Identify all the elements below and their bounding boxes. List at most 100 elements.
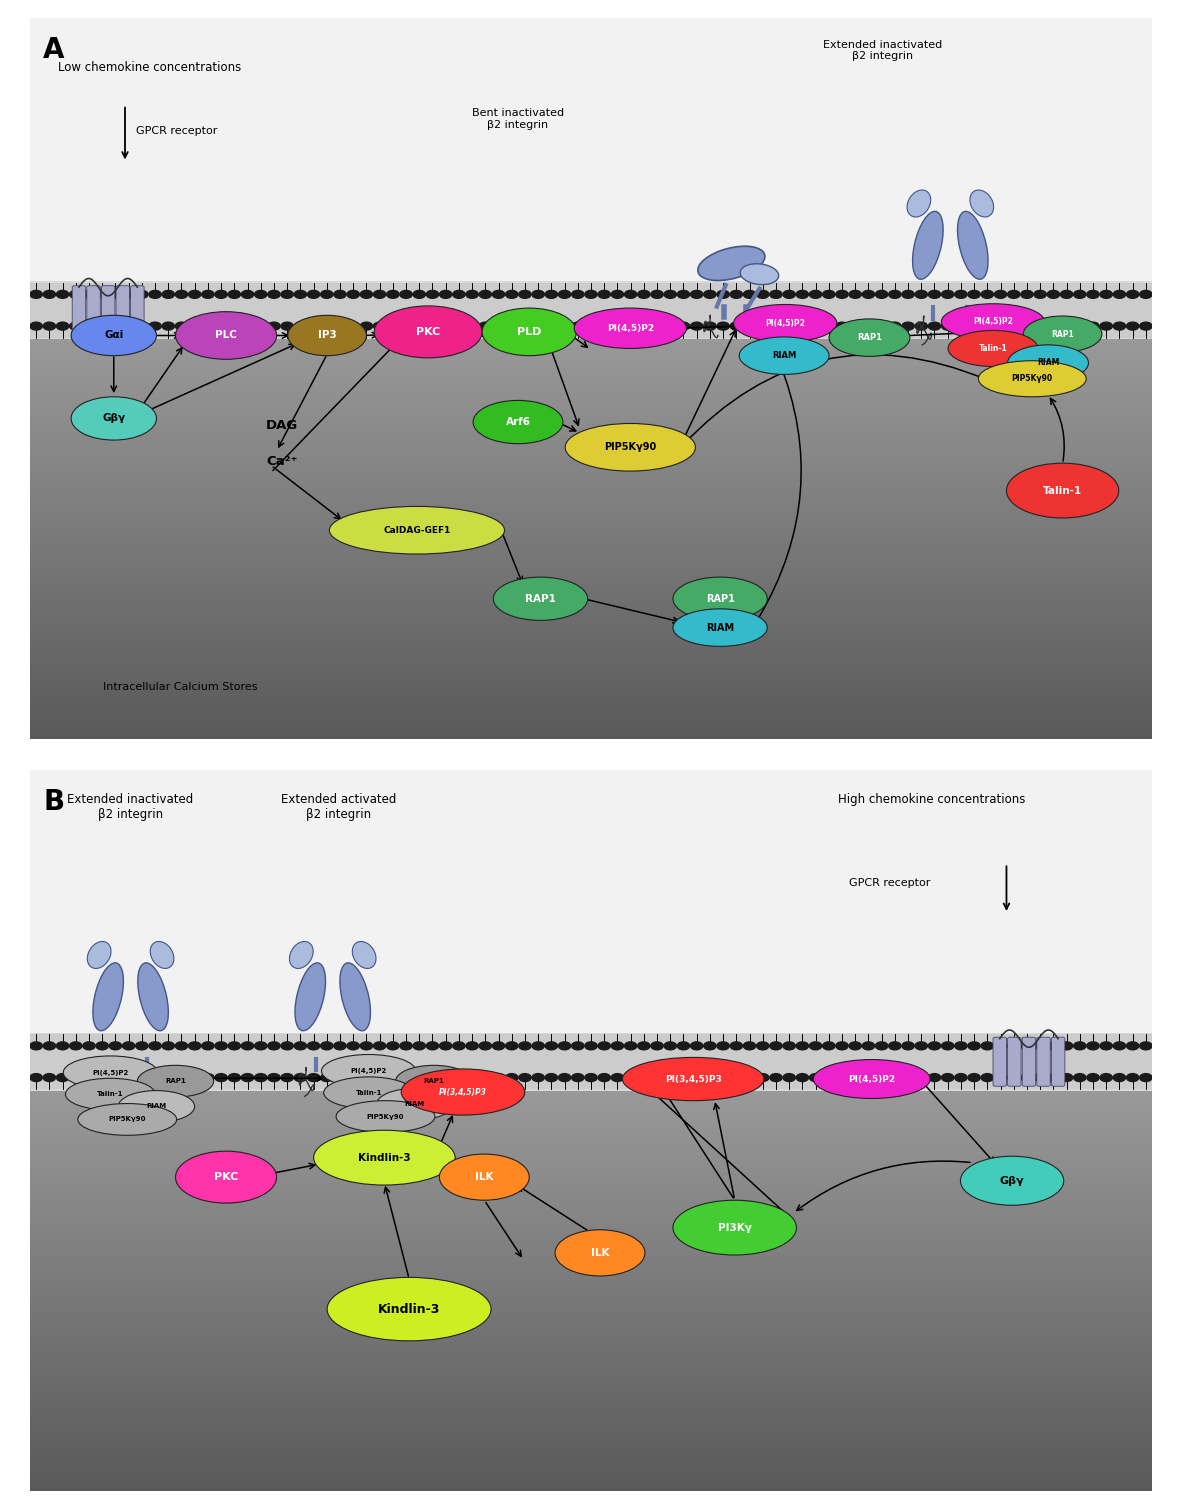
Bar — [30, 1320, 1152, 1323]
Circle shape — [1113, 1073, 1125, 1082]
Ellipse shape — [482, 308, 577, 356]
Bar — [30, 513, 1152, 515]
Bar — [30, 406, 1152, 409]
Circle shape — [30, 1041, 43, 1050]
Circle shape — [664, 1041, 676, 1050]
Circle shape — [1021, 321, 1033, 330]
Bar — [30, 1459, 1152, 1462]
Circle shape — [96, 290, 109, 299]
Circle shape — [30, 290, 43, 299]
Ellipse shape — [829, 318, 910, 356]
Circle shape — [545, 1041, 558, 1050]
Bar — [30, 1174, 1152, 1176]
Circle shape — [1113, 290, 1125, 299]
Bar — [30, 1227, 1152, 1230]
Bar — [30, 635, 1152, 638]
Circle shape — [1126, 1041, 1138, 1050]
Circle shape — [797, 1073, 808, 1082]
Text: RAP1: RAP1 — [525, 593, 556, 604]
Bar — [30, 350, 1152, 353]
Bar — [30, 1144, 1152, 1147]
Circle shape — [637, 1041, 650, 1050]
Circle shape — [717, 1073, 729, 1082]
Circle shape — [519, 321, 531, 330]
Ellipse shape — [324, 1077, 414, 1109]
Circle shape — [769, 1041, 782, 1050]
Ellipse shape — [175, 1151, 277, 1203]
Bar — [30, 499, 1152, 502]
Bar — [30, 1186, 1152, 1189]
Bar — [30, 1293, 1152, 1296]
Bar — [30, 1102, 1152, 1105]
Bar — [30, 1345, 1152, 1346]
Text: PI3Kγ: PI3Kγ — [717, 1222, 752, 1233]
Ellipse shape — [288, 315, 366, 356]
Bar — [30, 1168, 1152, 1171]
Circle shape — [572, 321, 584, 330]
Bar — [30, 729, 1152, 732]
Circle shape — [30, 321, 43, 330]
Ellipse shape — [352, 942, 376, 969]
Circle shape — [400, 321, 413, 330]
Bar — [30, 1470, 1152, 1473]
Circle shape — [797, 321, 808, 330]
Ellipse shape — [375, 306, 482, 358]
Bar — [30, 1429, 1152, 1432]
Bar — [30, 537, 1152, 539]
Circle shape — [519, 1041, 531, 1050]
Circle shape — [981, 290, 994, 299]
Circle shape — [810, 321, 821, 330]
Bar — [30, 1411, 1152, 1414]
Text: PI(3,4,5)P3: PI(3,4,5)P3 — [439, 1088, 487, 1097]
Circle shape — [268, 321, 280, 330]
Bar — [30, 638, 1152, 641]
Bar — [30, 478, 1152, 480]
Bar — [30, 1355, 1152, 1358]
Ellipse shape — [493, 576, 587, 620]
Circle shape — [400, 290, 413, 299]
Circle shape — [348, 1041, 359, 1050]
Ellipse shape — [377, 1088, 453, 1120]
Circle shape — [123, 1073, 135, 1082]
Circle shape — [361, 321, 372, 330]
Ellipse shape — [673, 576, 767, 620]
Bar — [30, 515, 1152, 518]
Bar — [30, 1117, 1152, 1120]
Circle shape — [228, 290, 240, 299]
Ellipse shape — [961, 1156, 1064, 1206]
Circle shape — [928, 1041, 941, 1050]
Bar — [30, 344, 1152, 347]
Circle shape — [320, 290, 333, 299]
Circle shape — [769, 1073, 782, 1082]
Bar — [30, 662, 1152, 664]
Circle shape — [955, 290, 967, 299]
Bar — [30, 643, 1152, 646]
Circle shape — [598, 1073, 610, 1082]
Bar — [30, 1474, 1152, 1477]
Bar — [30, 656, 1152, 659]
Bar — [30, 539, 1152, 542]
Circle shape — [136, 321, 148, 330]
Circle shape — [136, 1073, 148, 1082]
Circle shape — [333, 1041, 346, 1050]
Bar — [30, 629, 1152, 632]
Bar — [30, 409, 1152, 410]
Circle shape — [96, 1073, 109, 1082]
Circle shape — [136, 1041, 148, 1050]
Bar — [30, 1195, 1152, 1197]
Circle shape — [320, 321, 333, 330]
Circle shape — [479, 321, 492, 330]
Circle shape — [915, 290, 928, 299]
Bar — [30, 687, 1152, 688]
Bar — [30, 1387, 1152, 1390]
Bar — [30, 1290, 1152, 1293]
Bar — [30, 1272, 1152, 1275]
Bar — [30, 1127, 1152, 1130]
Circle shape — [466, 321, 479, 330]
Bar — [30, 1400, 1152, 1403]
Text: Extended inactivated
β2 integrin: Extended inactivated β2 integrin — [824, 39, 942, 62]
Bar — [30, 1243, 1152, 1245]
Circle shape — [902, 321, 914, 330]
Bar — [30, 388, 1152, 389]
Bar — [30, 1483, 1152, 1485]
